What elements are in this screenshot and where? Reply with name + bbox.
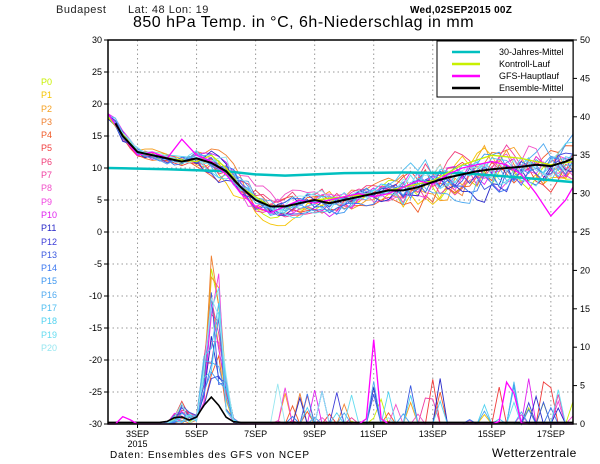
left-axis-ticks: 30 25 20 15 10 5 0 -5 -10 -15 -20 -25 -30	[89, 35, 108, 429]
left-tick-label: -10	[89, 291, 102, 301]
legend-label: Ensemble-Mittel	[499, 83, 564, 93]
chart-title: 850 hPa Temp. in °C, 6h-Niederschlag in …	[133, 14, 475, 31]
left-tick-label: 5	[97, 195, 102, 205]
member-label-p1: P1	[41, 90, 53, 101]
right-tick-label: 50	[580, 35, 590, 45]
left-tick-label: -15	[89, 323, 102, 333]
legend-label: GFS-Hauptlauf	[499, 71, 560, 81]
ensemble-mean-line	[114, 122, 574, 208]
member-label-p11: P11	[41, 223, 57, 234]
series-group	[107, 113, 574, 426]
legend: 30-Jahres-Mittel Kontroll-Lauf GFS-Hauptla…	[436, 40, 574, 98]
right-tick-label: 30	[580, 189, 590, 199]
right-tick-label: 40	[580, 112, 590, 122]
right-tick-label: 10	[580, 342, 590, 352]
member-label-list: P0 P1 P2 P3 P4 P5 P6 P7 P8 P9 P10 P11 P12 P13 P14 P15 P1…	[41, 76, 57, 355]
data-source-label: Daten: Ensembles des GFS von NCEP	[110, 450, 310, 461]
member-label-p9: P9	[41, 196, 53, 207]
member-label-p7: P7	[41, 170, 53, 181]
member-label-p10: P10	[41, 209, 58, 220]
x-tick-label: 17SEP	[537, 429, 565, 439]
plot-frame	[107, 39, 574, 425]
left-tick-label: -20	[89, 355, 102, 365]
brand-label: Wetterzentrale	[492, 446, 577, 460]
run-date-label: Wed,02SEP2015 00Z	[410, 5, 513, 16]
x-tick-label: 3SEP	[126, 429, 149, 439]
grid	[108, 40, 573, 424]
member-label-p0: P0	[41, 77, 53, 87]
legend-label: 30-Jahres-Mittel	[499, 47, 564, 57]
latlon-label: Lat: 48 Lon: 19	[128, 4, 209, 16]
member-temp-line-p14	[107, 114, 574, 216]
gfs-main-line	[107, 113, 574, 218]
right-tick-label: 15	[580, 304, 590, 314]
member-label-p3: P3	[41, 116, 53, 127]
right-tick-label: 45	[580, 73, 590, 83]
left-tick-label: 0	[97, 227, 102, 237]
member-label-p19: P19	[41, 329, 58, 340]
x-tick-label: 13SEP	[419, 429, 447, 439]
left-tick-label: 30	[92, 35, 102, 45]
member-label-p2: P2	[41, 103, 53, 114]
member-temp-line-p19	[107, 116, 574, 219]
left-tick-label: -5	[94, 259, 102, 269]
member-label-p15: P15	[41, 276, 58, 287]
left-tick-label: 15	[92, 131, 102, 141]
left-tick-label: 10	[92, 163, 102, 173]
location-label: Budapest	[56, 4, 107, 16]
member-label-p16: P16	[41, 289, 58, 300]
left-tick-label: 25	[92, 67, 102, 77]
x-tick-label: 5SEP	[185, 429, 208, 439]
member-label-p14: P14	[41, 263, 58, 274]
member-label-p18: P18	[41, 316, 58, 327]
left-tick-label: 20	[92, 99, 102, 109]
right-tick-label: 35	[580, 150, 590, 160]
x-tick-sublabel: 2015	[128, 439, 148, 449]
climate-mean-line	[107, 166, 574, 184]
x-tick-label: 7SEP	[244, 429, 267, 439]
right-tick-label: 5	[580, 381, 585, 391]
member-label-p8: P8	[41, 183, 53, 194]
left-tick-label: -25	[89, 387, 102, 397]
member-label-p17: P17	[41, 303, 58, 314]
legend-label: Kontroll-Lauf	[499, 59, 551, 69]
right-tick-label: 0	[580, 419, 585, 429]
member-temp-line-p18	[107, 115, 574, 211]
member-precip-line-p1	[108, 295, 573, 425]
member-precip-line-p13	[108, 292, 573, 425]
x-tick-label: 9SEP	[303, 429, 326, 439]
x-tick-label: 15SEP	[478, 429, 506, 439]
right-tick-label: 25	[580, 227, 590, 237]
x-tick-label: 11SEP	[360, 429, 387, 439]
member-label-p4: P4	[41, 130, 53, 141]
member-label-p13: P13	[41, 249, 58, 260]
left-tick-label: -30	[89, 419, 102, 429]
member-label-p12: P12	[41, 236, 58, 247]
member-label-p6: P6	[41, 156, 53, 167]
member-precip-line-p19	[108, 287, 573, 425]
right-tick-label: 20	[580, 265, 590, 275]
member-label-p20: P20	[41, 342, 58, 353]
member-label-p5: P5	[41, 143, 53, 154]
